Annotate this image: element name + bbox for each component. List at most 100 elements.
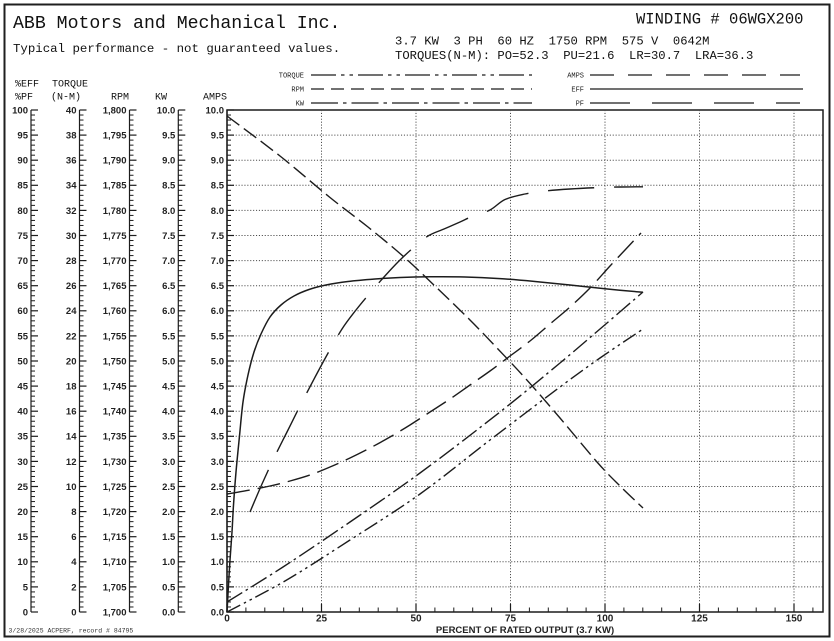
svg-text:6.5: 6.5	[162, 281, 176, 292]
svg-text:9.0: 9.0	[211, 156, 224, 167]
svg-text:TORQUE: TORQUE	[52, 80, 88, 91]
svg-text:34: 34	[66, 181, 77, 192]
svg-text:20: 20	[17, 507, 28, 518]
svg-text:1,775: 1,775	[103, 231, 127, 242]
svg-text:36: 36	[66, 156, 77, 167]
svg-text:3.7 KW 3 PH 60 HZ 1750 RPM: 3.7 KW 3 PH 60 HZ 1750 RPM 575 V 0642M	[395, 35, 710, 49]
svg-text:1,755: 1,755	[103, 331, 127, 342]
svg-text:5.0: 5.0	[211, 356, 224, 367]
svg-text:RPM: RPM	[291, 86, 304, 94]
svg-text:90: 90	[17, 156, 28, 167]
svg-text:20: 20	[66, 356, 77, 367]
svg-text:%PF: %PF	[15, 93, 33, 104]
svg-text:75: 75	[505, 614, 517, 625]
svg-text:1,700: 1,700	[103, 607, 127, 618]
svg-text:(N-M): (N-M)	[51, 92, 81, 104]
svg-text:38: 38	[66, 131, 77, 142]
svg-text:1,720: 1,720	[103, 507, 127, 518]
svg-text:40: 40	[17, 407, 28, 418]
svg-text:2.0: 2.0	[162, 507, 175, 518]
svg-text:1,790: 1,790	[103, 156, 127, 167]
svg-text:PF: PF	[576, 100, 584, 108]
svg-text:1.0: 1.0	[162, 557, 175, 568]
svg-text:WINDING # 06WGX200: WINDING # 06WGX200	[636, 11, 803, 29]
svg-text:125: 125	[691, 614, 708, 625]
svg-text:1,760: 1,760	[103, 306, 127, 317]
svg-text:2: 2	[71, 582, 76, 593]
svg-text:EFF: EFF	[571, 86, 584, 94]
svg-text:35: 35	[17, 432, 28, 443]
svg-text:0.5: 0.5	[211, 582, 225, 593]
svg-text:18: 18	[66, 382, 77, 393]
svg-text:7.5: 7.5	[211, 231, 225, 242]
svg-text:9.5: 9.5	[162, 131, 176, 142]
svg-text:30: 30	[17, 457, 28, 468]
svg-text:16: 16	[66, 407, 77, 418]
svg-text:AMPS: AMPS	[567, 72, 584, 80]
svg-text:12: 12	[66, 457, 77, 468]
svg-text:0: 0	[71, 607, 76, 618]
svg-text:1,725: 1,725	[103, 482, 127, 493]
svg-text:10: 10	[17, 557, 28, 568]
svg-text:1,785: 1,785	[103, 181, 127, 192]
svg-text:AMPS: AMPS	[203, 93, 227, 104]
svg-text:8: 8	[71, 507, 76, 518]
svg-text:3.0: 3.0	[211, 457, 224, 468]
svg-text:30: 30	[66, 231, 77, 242]
svg-text:28: 28	[66, 256, 77, 267]
svg-text:0.5: 0.5	[162, 582, 176, 593]
svg-text:TORQUE: TORQUE	[279, 72, 304, 80]
svg-text:3.5: 3.5	[162, 432, 176, 443]
svg-text:1,745: 1,745	[103, 382, 127, 393]
svg-text:100: 100	[597, 614, 614, 625]
svg-text:1,740: 1,740	[103, 407, 127, 418]
svg-text:15: 15	[17, 532, 28, 543]
svg-text:60: 60	[17, 306, 28, 317]
svg-text:50: 50	[410, 614, 422, 625]
svg-text:32: 32	[66, 206, 77, 217]
svg-text:7.5: 7.5	[162, 231, 176, 242]
svg-text:4: 4	[71, 557, 77, 568]
svg-text:8.5: 8.5	[211, 181, 225, 192]
svg-text:1,750: 1,750	[103, 356, 127, 367]
svg-text:22: 22	[66, 331, 77, 342]
svg-text:1,715: 1,715	[103, 532, 127, 543]
svg-text:4.5: 4.5	[162, 382, 176, 393]
svg-text:Typical performance - not guar: Typical performance - not guaranteed val…	[13, 42, 340, 56]
svg-text:KW: KW	[155, 93, 167, 104]
svg-text:75: 75	[17, 231, 28, 242]
svg-text:4.0: 4.0	[162, 407, 175, 418]
svg-text:6: 6	[71, 532, 76, 543]
svg-text:KW: KW	[296, 100, 305, 108]
svg-text:8.0: 8.0	[162, 206, 175, 217]
svg-text:95: 95	[17, 131, 28, 142]
svg-text:2.5: 2.5	[211, 482, 225, 493]
svg-text:65: 65	[17, 281, 28, 292]
svg-text:1,800: 1,800	[103, 105, 127, 116]
svg-text:25: 25	[17, 482, 28, 493]
svg-text:85: 85	[17, 181, 28, 192]
svg-text:3.5: 3.5	[211, 432, 225, 443]
svg-text:5.5: 5.5	[162, 331, 176, 342]
svg-text:100: 100	[12, 105, 28, 116]
svg-text:1,795: 1,795	[103, 131, 127, 142]
svg-text:3.0: 3.0	[162, 457, 175, 468]
svg-text:55: 55	[17, 331, 28, 342]
svg-text:8.5: 8.5	[162, 181, 176, 192]
svg-text:TORQUES(N-M): PO=52.3 PU=21.6: TORQUES(N-M): PO=52.3 PU=21.6 LR=30.7 LR…	[395, 49, 753, 63]
svg-text:40: 40	[66, 105, 77, 116]
svg-text:6.5: 6.5	[211, 281, 225, 292]
svg-text:0: 0	[224, 614, 230, 625]
svg-text:2.5: 2.5	[162, 482, 176, 493]
svg-text:5.0: 5.0	[162, 356, 175, 367]
svg-text:6.0: 6.0	[211, 306, 224, 317]
svg-text:8.0: 8.0	[211, 206, 224, 217]
svg-text:10: 10	[66, 482, 77, 493]
svg-text:1.0: 1.0	[211, 557, 224, 568]
svg-text:150: 150	[786, 614, 803, 625]
svg-text:45: 45	[17, 382, 28, 393]
svg-text:5: 5	[23, 582, 29, 593]
svg-text:7.0: 7.0	[211, 256, 224, 267]
svg-text:1,705: 1,705	[103, 582, 127, 593]
svg-text:0: 0	[23, 607, 28, 618]
